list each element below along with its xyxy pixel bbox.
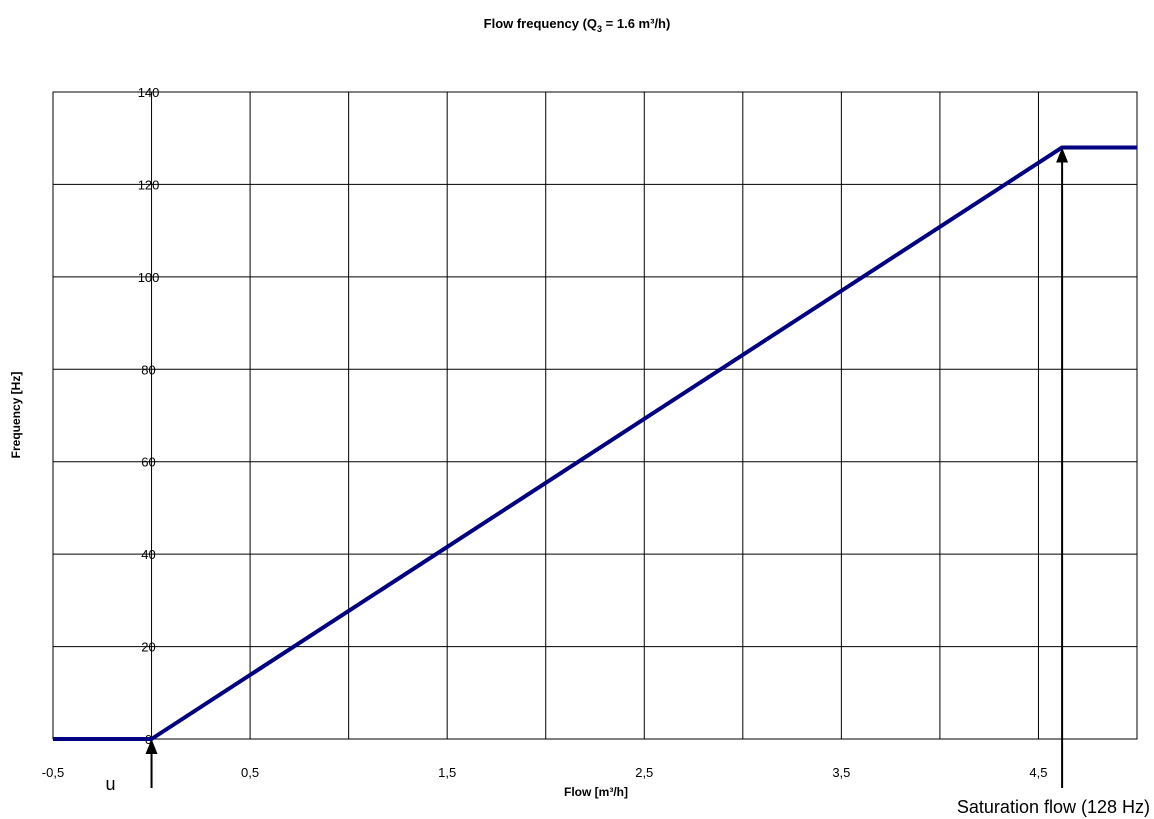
y-axis-title: Frequency [Hz] — [9, 372, 23, 459]
x-tick-labels: -0,5 0,5 1,5 2,5 3,5 4,5 — [42, 765, 1048, 780]
y-tick-label: 140 — [138, 85, 160, 100]
y-tick-label: 80 — [141, 362, 155, 377]
x-tick-label: 4,5 — [1029, 765, 1047, 780]
x-axis-title: Flow [m³/h] — [564, 785, 628, 799]
y-tick-label: 120 — [138, 177, 160, 192]
y-tick-label: 40 — [141, 547, 155, 562]
x-tick-label: 3,5 — [832, 765, 850, 780]
plot-area — [52, 91, 1138, 740]
x-tick-label: -0,5 — [42, 765, 64, 780]
saturation-arrow-head — [1056, 147, 1069, 163]
chart-title: Flow frequency (Q3 = 1.6 m³/h) — [484, 16, 671, 34]
chart-title-suffix: = 1.6 m³/h) — [602, 16, 670, 31]
chart-title-prefix: Flow frequency (Q — [484, 16, 597, 31]
series-layer — [53, 145, 1137, 741]
u-arrow-head — [145, 739, 158, 754]
y-tick-label: 100 — [138, 270, 160, 285]
series-line — [53, 145, 1137, 741]
grid-lines — [53, 91, 1138, 740]
saturation-flow-label: Saturation flow (128 Hz) — [957, 797, 1150, 817]
y-tick-label: 60 — [141, 455, 155, 470]
y-tick-label: 20 — [141, 640, 155, 655]
annotation-layer: u Saturation flow (128 Hz) — [106, 147, 1150, 817]
u-label: u — [106, 774, 116, 794]
x-tick-label: 0,5 — [241, 765, 259, 780]
chart-title-subscript: 3 — [597, 24, 602, 34]
x-tick-label: 1,5 — [438, 765, 456, 780]
x-tick-label: 2,5 — [635, 765, 653, 780]
